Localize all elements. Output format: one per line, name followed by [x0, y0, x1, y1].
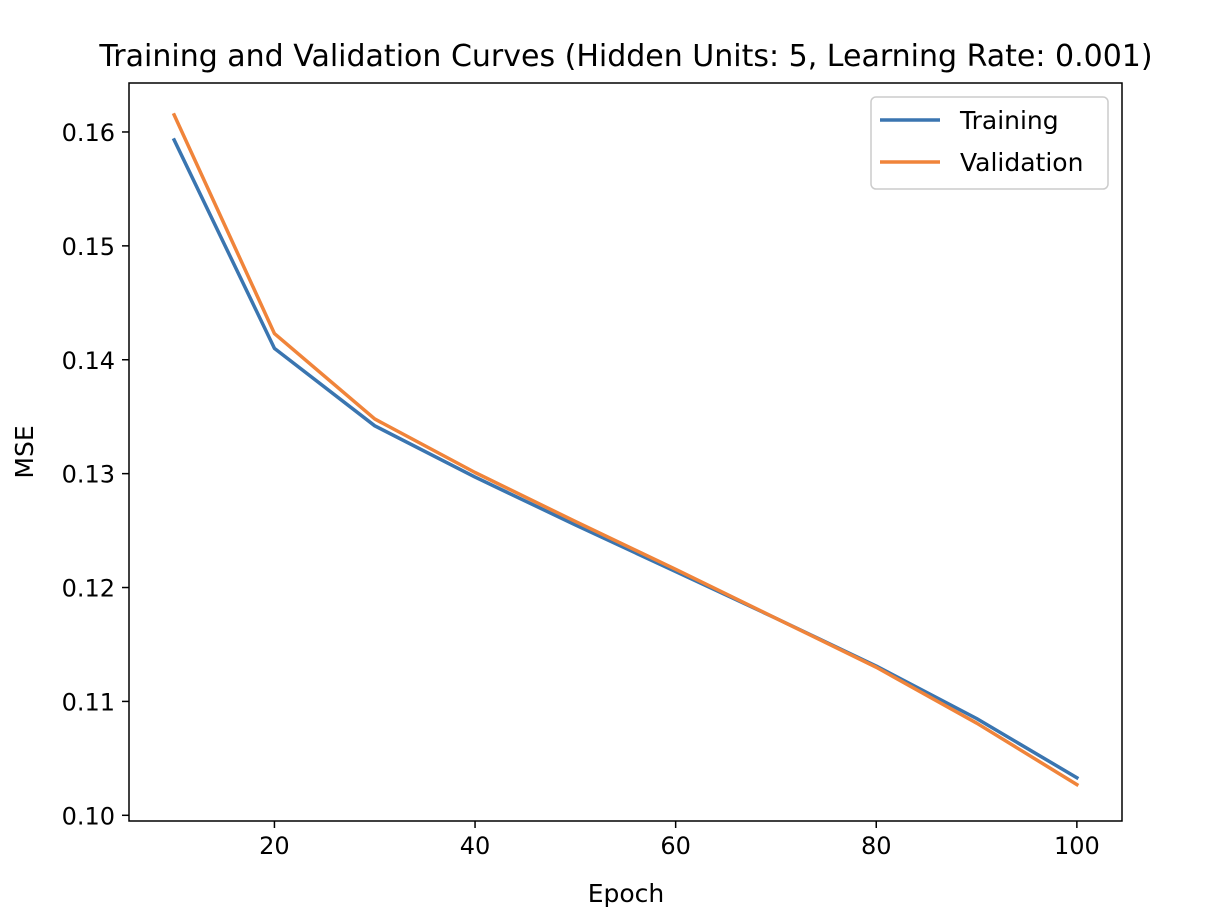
legend-label-training: Training — [959, 106, 1059, 135]
series-lines — [171, 112, 1080, 787]
x-tick-label: 40 — [460, 832, 491, 860]
chart-title: Training and Validation Curves (Hidden U… — [98, 39, 1152, 74]
x-tick-label: 60 — [660, 832, 691, 860]
y-axis-label: MSE — [10, 425, 39, 478]
y-tick-label: 0.16 — [62, 119, 115, 147]
legend: Training Validation — [870, 96, 1109, 190]
x-axis-label: Epoch — [588, 879, 665, 908]
x-tick-label: 80 — [861, 832, 892, 860]
plot-area — [128, 82, 1123, 822]
x-axis: 20 40 60 80 100 — [259, 821, 1100, 860]
y-tick-label: 0.13 — [62, 461, 115, 489]
x-tick-label: 100 — [1054, 832, 1100, 860]
series-line-training — [171, 137, 1080, 781]
y-tick-label: 0.14 — [62, 347, 115, 375]
legend-label-validation: Validation — [960, 148, 1083, 177]
series-line-validation — [171, 112, 1080, 787]
x-tick-label: 20 — [259, 832, 290, 860]
y-tick-label: 0.10 — [62, 802, 115, 830]
y-tick-label: 0.15 — [62, 233, 115, 261]
y-tick-label: 0.12 — [62, 575, 115, 603]
y-tick-label: 0.11 — [62, 688, 115, 716]
y-axis: 0.10 0.11 0.12 0.13 0.14 0.15 0.16 — [62, 119, 129, 830]
